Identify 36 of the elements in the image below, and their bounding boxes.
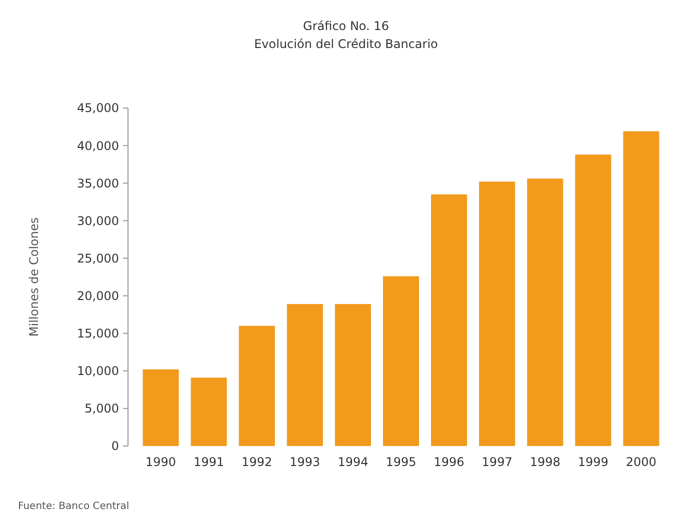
source-note: Fuente: Banco Central [18, 501, 130, 512]
y-tick-label: 40,000 [77, 138, 119, 153]
y-tick-label: 45,000 [77, 101, 119, 116]
x-tick-label: 1992 [242, 455, 272, 469]
bar [238, 326, 275, 446]
x-tick-label: 1997 [482, 455, 512, 469]
bar [431, 194, 468, 446]
x-tick-label: 1991 [194, 455, 224, 469]
x-tick-label: 1995 [386, 455, 416, 469]
x-tick-label: 1993 [290, 455, 320, 469]
bar [479, 182, 516, 446]
y-tick-label: 30,000 [77, 214, 119, 228]
bar [527, 178, 564, 446]
y-tick-label: 20,000 [77, 288, 119, 303]
y-axis-title: Millones de Colones [27, 217, 41, 337]
bar [623, 131, 660, 446]
x-tick-label: 1994 [338, 455, 368, 469]
chart-title: Gráfico No. 16 [303, 19, 389, 33]
chart-subtitle: Evolución del Crédito Bancario [254, 37, 438, 51]
x-tick-label: 1996 [434, 455, 464, 469]
bar [382, 276, 420, 446]
bar [334, 304, 371, 446]
x-tick-label: 1999 [578, 455, 608, 469]
x-tick-label: 1998 [530, 455, 560, 469]
bar [142, 369, 179, 446]
y-tick-label: 0 [111, 439, 119, 454]
bar [190, 378, 227, 446]
y-tick-label: 5,000 [84, 402, 119, 416]
x-tick-label: 2000 [626, 455, 656, 469]
y-tick-label: 15,000 [77, 326, 119, 341]
y-tick-label: 10,000 [77, 364, 119, 378]
y-tick-label: 35,000 [77, 176, 119, 190]
x-tick-label: 1990 [146, 455, 176, 469]
bar [286, 304, 323, 446]
y-tick-label: 25,000 [77, 251, 119, 266]
bar [575, 154, 612, 446]
